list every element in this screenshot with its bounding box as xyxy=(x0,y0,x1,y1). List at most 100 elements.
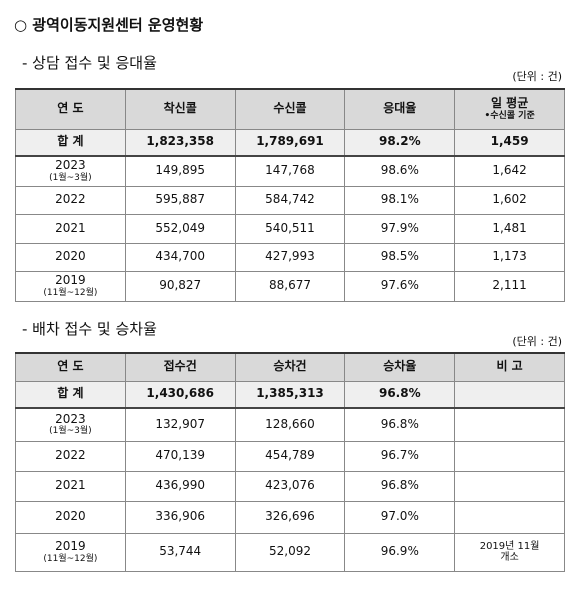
total-cell xyxy=(454,380,565,409)
value-cell: 149,895 xyxy=(124,155,236,187)
unit-label: (단위 : 건) xyxy=(512,335,562,348)
header-cell: 연 도 xyxy=(15,352,126,382)
data-row: 2022 470,139 454,789 96.7% xyxy=(15,440,565,472)
data-row: 2023 (1월~3월) 132,907 128,660 96.8% xyxy=(15,407,565,442)
unit-label: (단위 : 건) xyxy=(512,70,562,83)
value-cell: 454,789 xyxy=(234,440,346,472)
value-cell: 470,139 xyxy=(124,440,236,472)
year: 2020 xyxy=(55,509,86,524)
note-cell xyxy=(454,470,565,502)
year: 2019 xyxy=(55,538,86,553)
page-title: ○ 광역이동지원센터 운영현황 xyxy=(14,16,204,34)
total-cell: 합 계 xyxy=(15,380,126,409)
total-row: 합 계 1,430,686 1,385,313 96.8% xyxy=(15,380,565,409)
data-row: 2020 336,906 326,696 97.0% xyxy=(15,500,565,534)
total-cell: 1,789,691 xyxy=(234,128,346,157)
year: 2022 xyxy=(55,448,86,463)
period: (11월~12월) xyxy=(43,287,98,298)
value-cell: 427,993 xyxy=(234,242,346,272)
header-sub: •수신콜 기준 xyxy=(484,110,535,121)
value-cell: 1,602 xyxy=(454,185,565,215)
period: (1월~3월) xyxy=(49,426,92,437)
total-cell: 1,430,686 xyxy=(124,380,236,409)
value-cell: 96.8% xyxy=(344,470,456,502)
note-cell: 2019년 11월 개소 xyxy=(454,532,565,572)
value-cell: 97.6% xyxy=(344,270,456,302)
year: 2020 xyxy=(55,249,86,264)
value-cell: 336,906 xyxy=(124,500,236,534)
header-cell: 비 고 xyxy=(454,352,565,382)
year-cell: 2021 xyxy=(15,213,126,244)
header-cell: 수신콜 xyxy=(234,88,346,130)
header-row: 연 도 접수건 승차건 승차율 비 고 xyxy=(15,352,565,382)
value-cell: 423,076 xyxy=(234,470,346,502)
data-row: 2023 (1월~3월) 149,895 147,768 98.6% 1,642 xyxy=(15,155,565,187)
value-cell: 53,744 xyxy=(124,532,236,572)
value-cell: 147,768 xyxy=(234,155,346,187)
value-cell: 97.0% xyxy=(344,500,456,534)
total-cell: 98.2% xyxy=(344,128,456,157)
section-subtitle: - 배차 접수 및 승차율 xyxy=(22,320,157,338)
year-cell: 2020 xyxy=(15,242,126,272)
value-cell: 326,696 xyxy=(234,500,346,534)
value-cell: 434,700 xyxy=(124,242,236,272)
header-cell: 응대율 xyxy=(344,88,456,130)
header-cell: 연 도 xyxy=(15,88,126,130)
value-cell: 98.6% xyxy=(344,155,456,187)
year: 2022 xyxy=(55,192,86,207)
year: 2021 xyxy=(55,478,86,493)
total-row: 합 계 1,823,358 1,789,691 98.2% 1,459 xyxy=(15,128,565,157)
value-cell: 97.9% xyxy=(344,213,456,244)
value-cell: 88,677 xyxy=(234,270,346,302)
year-cell: 2022 xyxy=(15,440,126,472)
year: 2019 xyxy=(55,272,86,287)
data-table: 연 도 착신콜 수신콜 응대율 일 평균 •수신콜 기준 합 계 1,823,358 1,789… xyxy=(15,88,565,302)
total-cell: 96.8% xyxy=(344,380,456,409)
value-cell: 98.5% xyxy=(344,242,456,272)
header-cell: 승차건 xyxy=(234,352,346,382)
header-cell: 착신콜 xyxy=(124,88,236,130)
note-line: 2019년 11월 xyxy=(479,540,540,552)
data-row: 2020 434,700 427,993 98.5% 1,173 xyxy=(15,242,565,272)
note-cell xyxy=(454,440,565,472)
data-row: 2021 436,990 423,076 96.8% xyxy=(15,470,565,502)
data-row: 2021 552,049 540,511 97.9% 1,481 xyxy=(15,213,565,244)
value-cell: 128,660 xyxy=(234,407,346,442)
header-cell: 접수건 xyxy=(124,352,236,382)
value-cell: 1,173 xyxy=(454,242,565,272)
header-row: 연 도 착신콜 수신콜 응대율 일 평균 •수신콜 기준 xyxy=(15,88,565,130)
section-subtitle: - 상담 접수 및 응대율 xyxy=(22,54,157,72)
period: (11월~12월) xyxy=(43,553,98,564)
year-cell: 2021 xyxy=(15,470,126,502)
value-cell: 584,742 xyxy=(234,185,346,215)
data-row: 2019 (11월~12월) 53,744 52,092 96.9% 2019년 11월 개… xyxy=(15,532,565,572)
value-cell: 52,092 xyxy=(234,532,346,572)
value-cell: 90,827 xyxy=(124,270,236,302)
year-cell: 2023 (1월~3월) xyxy=(15,407,126,442)
note-cell xyxy=(454,407,565,442)
value-cell: 436,990 xyxy=(124,470,236,502)
value-cell: 96.9% xyxy=(344,532,456,572)
year: 2023 xyxy=(55,411,86,426)
data-row: 2022 595,887 584,742 98.1% 1,602 xyxy=(15,185,565,215)
header-cell: 승차율 xyxy=(344,352,456,382)
total-cell: 1,385,313 xyxy=(234,380,346,409)
header-main: 일 평균 xyxy=(490,96,529,111)
value-cell: 2,111 xyxy=(454,270,565,302)
header-cell: 일 평균 •수신콜 기준 xyxy=(454,88,565,130)
value-cell: 96.8% xyxy=(344,407,456,442)
total-cell: 1,459 xyxy=(454,128,565,157)
value-cell: 98.1% xyxy=(344,185,456,215)
total-cell: 1,823,358 xyxy=(124,128,236,157)
total-cell: 합 계 xyxy=(15,128,126,157)
value-cell: 540,511 xyxy=(234,213,346,244)
value-cell: 132,907 xyxy=(124,407,236,442)
year: 2023 xyxy=(55,158,86,173)
value-cell: 552,049 xyxy=(124,213,236,244)
year-cell: 2019 (11월~12월) xyxy=(15,532,126,572)
data-row: 2019 (11월~12월) 90,827 88,677 97.6% 2,111 xyxy=(15,270,565,302)
year-cell: 2019 (11월~12월) xyxy=(15,270,126,302)
note-cell xyxy=(454,500,565,534)
